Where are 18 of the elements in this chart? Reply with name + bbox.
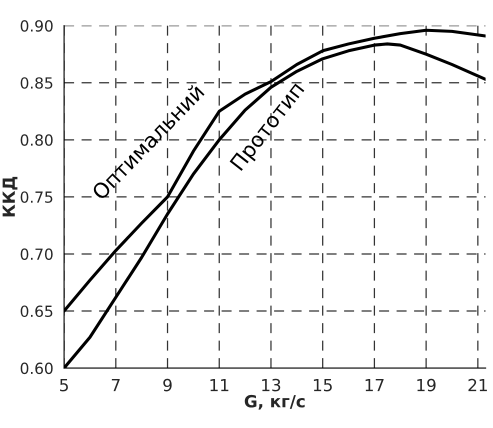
x-tick-label: 7 xyxy=(112,379,120,392)
x-tick-label: 15 xyxy=(314,379,332,392)
x-tick-label: 9 xyxy=(163,378,172,392)
y-tick-label: 0.75 xyxy=(20,191,52,203)
y-tick-label: 0.70 xyxy=(20,248,53,260)
y-tick-label: 0.60 xyxy=(20,362,53,374)
x-tick-label: 5 xyxy=(60,379,68,392)
x-tick-label: 11 xyxy=(210,379,228,392)
x-axis-title: G, кг/с xyxy=(244,394,305,410)
y-tick-label: 0.80 xyxy=(20,134,53,146)
x-tick-label: 13 xyxy=(262,378,280,392)
x-tick-label: 17 xyxy=(366,379,384,392)
y-tick-label: 0.85 xyxy=(20,77,52,89)
x-tick-label: 21 xyxy=(468,378,487,392)
y-tick-label: 0.65 xyxy=(20,305,52,318)
y-tick-label: 0.90 xyxy=(20,20,53,32)
x-tick-label: 19 xyxy=(417,378,436,392)
y-axis-title: ККД xyxy=(2,176,18,216)
